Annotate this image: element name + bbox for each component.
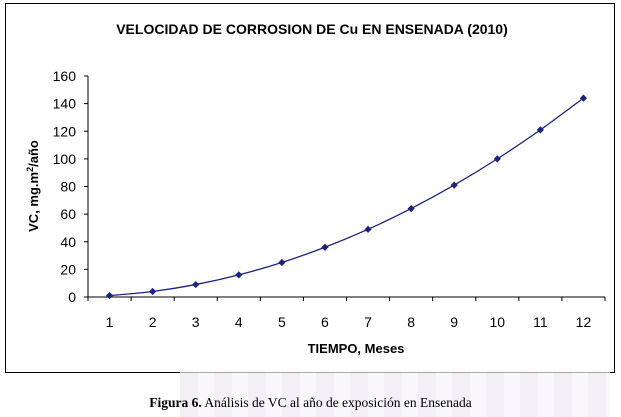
- y-tick-label: 20: [60, 261, 76, 277]
- series-line: [109, 97, 584, 297]
- x-tick-label: 5: [278, 314, 286, 330]
- data-point: [407, 205, 415, 213]
- y-tick-label: 40: [60, 234, 76, 250]
- y-axis-label-sup: 2: [25, 167, 35, 172]
- x-tick-label: 7: [364, 314, 372, 330]
- data-point: [536, 126, 544, 134]
- y-tick-label: 60: [60, 206, 76, 222]
- data-point: [364, 225, 372, 233]
- data-point: [321, 243, 329, 251]
- data-point: [450, 181, 458, 189]
- x-tick-label: 10: [490, 314, 506, 330]
- y-axis-label-tail: /año: [26, 140, 41, 167]
- y-axis-label: VC, mg.m2/año: [25, 140, 41, 232]
- data-point: [579, 94, 588, 102]
- x-tick-label: 4: [235, 314, 243, 330]
- data-point: [149, 287, 157, 296]
- x-tick-label: 1: [106, 314, 114, 330]
- data-point: [278, 258, 286, 267]
- x-tick-label: 9: [450, 314, 458, 330]
- x-tick-label: 11: [533, 314, 548, 330]
- caption-label: Figura 6.: [149, 395, 202, 410]
- y-tick-label: 160: [53, 68, 77, 84]
- y-tick-label: 80: [60, 179, 76, 195]
- data-point: [192, 280, 200, 289]
- y-tick-label: 140: [53, 96, 77, 112]
- chart-frame: [5, 3, 615, 373]
- x-tick-label: 2: [149, 314, 157, 330]
- x-tick-label: 3: [192, 314, 200, 330]
- data-point: [105, 292, 114, 300]
- data-point: [235, 271, 243, 279]
- y-tick-label: 100: [53, 151, 77, 167]
- data-point: [493, 155, 501, 163]
- chart-title: VELOCIDAD DE CORROSION DE Cu EN ENSENADA…: [116, 21, 508, 37]
- x-tick-label: 6: [321, 314, 329, 330]
- caption-text: Análisis de VC al año de exposición en E…: [201, 395, 472, 410]
- watermark: [180, 372, 610, 417]
- figure-caption: Figura 6. Análisis de VC al año de expos…: [0, 395, 621, 411]
- y-axis-label-main: VC, mg.m: [26, 172, 41, 232]
- y-tick-label: 120: [53, 123, 77, 139]
- x-axis-label: TIEMPO, Meses: [308, 341, 405, 356]
- y-tick-label: 0: [68, 289, 76, 305]
- x-tick-label: 12: [576, 314, 592, 330]
- x-tick-label: 8: [407, 314, 415, 330]
